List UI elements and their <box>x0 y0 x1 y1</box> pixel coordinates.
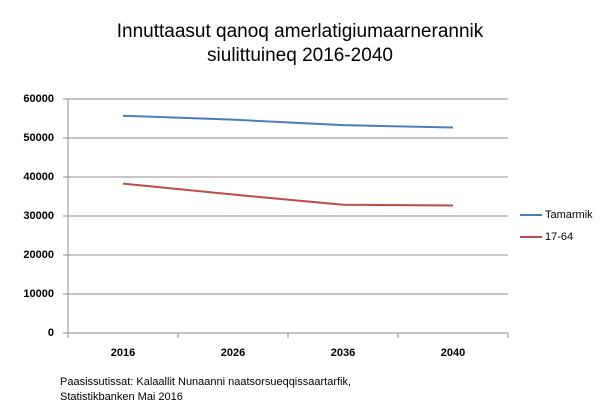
series-line <box>122 182 454 207</box>
source-note: Paasissutissat: Kalaallit Nunaanni naats… <box>60 376 351 388</box>
y-tick-label: 30000 <box>23 210 54 222</box>
y-tick-label: 10000 <box>23 288 54 300</box>
x-tick-label: 2040 <box>441 347 465 359</box>
y-tick-label: 20000 <box>23 249 54 261</box>
x-tick-label: 2016 <box>111 347 135 359</box>
y-tick-label: 60000 <box>23 93 54 105</box>
y-tick-label: 50000 <box>23 132 54 144</box>
y-tick-label: 0 <box>48 327 54 339</box>
chart-title: Innuttaasut qanoq amerlatigiumaarneranni… <box>117 21 484 42</box>
legend-label: Tamarmik <box>545 209 593 221</box>
source-note: Statistikbanken Mai 2016 <box>60 391 183 403</box>
x-tick-label: 2036 <box>331 347 355 359</box>
chart-title: siulittuineq 2016-2040 <box>207 45 393 66</box>
series-line <box>122 114 454 129</box>
legend-label: 17-64 <box>545 231 573 243</box>
y-tick-label: 40000 <box>23 171 54 183</box>
x-tick-label: 2026 <box>221 347 245 359</box>
